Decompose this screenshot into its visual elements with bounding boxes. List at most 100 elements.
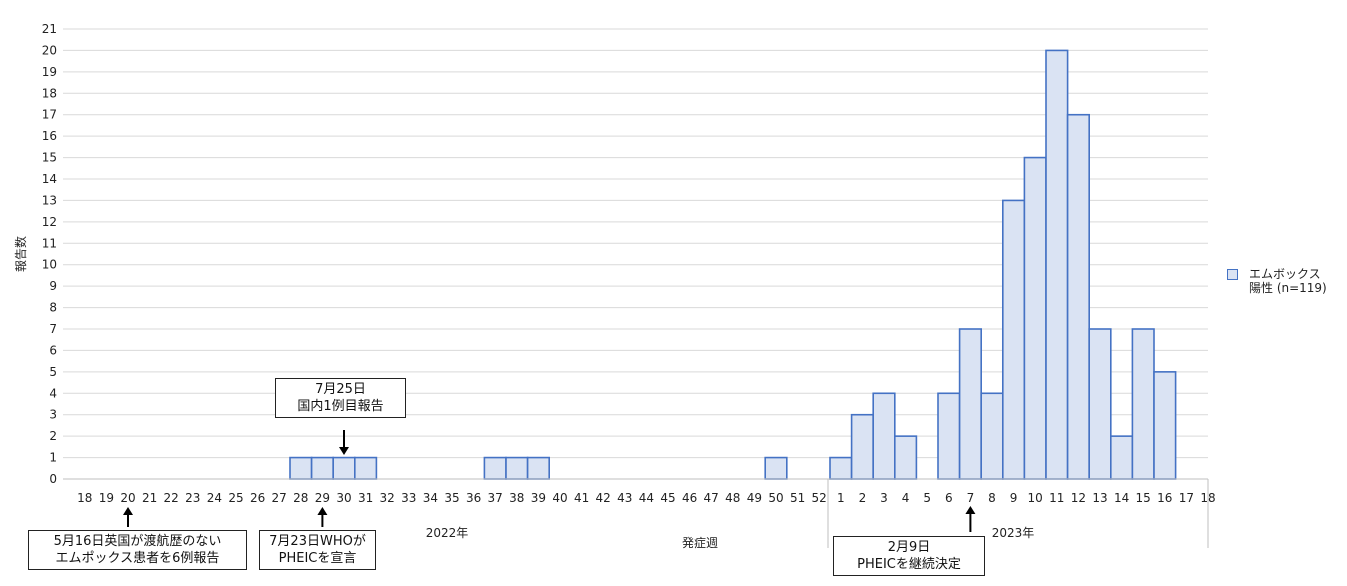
y-tick-label: 13 [42, 193, 57, 207]
annotation-line: 7月23日WHOが [269, 534, 366, 549]
y-tick-label: 5 [49, 365, 57, 379]
x-tick-label: 52 [812, 491, 827, 505]
y-tick-label: 1 [49, 451, 57, 465]
x-tick-label: 42 [596, 491, 611, 505]
x-tick-label: 24 [207, 491, 222, 505]
bar [1153, 371, 1177, 480]
bar [829, 456, 853, 480]
y-tick-label: 9 [49, 279, 57, 293]
x-tick-label: 17 [1179, 491, 1194, 505]
bar [764, 456, 788, 480]
year-label-2023: 2023年 [992, 526, 1035, 540]
x-tick-label: 44 [639, 491, 654, 505]
x-tick-label: 35 [444, 491, 459, 505]
x-tick-label: 32 [380, 491, 395, 505]
annotation-line: 7月25日 [315, 382, 366, 397]
x-tick-label: 3 [880, 491, 888, 505]
y-axis-label: 報告数 [13, 236, 28, 272]
x-tick-label: 22 [164, 491, 179, 505]
x-tick-label: 41 [574, 491, 589, 505]
legend-line: エムボックス [1249, 267, 1321, 281]
x-tick-label: 20 [120, 491, 135, 505]
y-tick-label: 3 [49, 408, 57, 422]
x-tick-label: 2 [859, 491, 867, 505]
y-tick-label: 12 [42, 215, 57, 229]
x-tick-label: 18 [1200, 491, 1215, 505]
bar [332, 456, 356, 480]
bar [872, 392, 896, 480]
x-tick-label: 49 [747, 491, 762, 505]
bar [937, 392, 961, 480]
bar [310, 456, 335, 480]
bar [289, 456, 313, 480]
x-tick-label: 6 [945, 491, 953, 505]
bar [1001, 199, 1026, 480]
x-tick-label: 38 [509, 491, 524, 505]
y-tick-label: 4 [49, 386, 57, 400]
bar-series [289, 49, 1177, 480]
x-tick-label: 48 [725, 491, 740, 505]
x-tick-labels: 18 19 20 21 22 23 24 25 26 27 28 29 30 31 32 33 34 35 36 37… [77, 491, 1215, 505]
x-tick-label: 34 [423, 491, 438, 505]
x-tick-label: 45 [660, 491, 675, 505]
y-tick-label: 16 [42, 129, 57, 143]
x-tick-label: 14 [1114, 491, 1129, 505]
x-tick-label: 5 [923, 491, 931, 505]
bar [850, 413, 874, 480]
annotation-line: エムポックス患者を6例報告 [55, 551, 220, 566]
x-tick-label: 15 [1136, 491, 1151, 505]
x-tick-label: 40 [552, 491, 567, 505]
x-tick-label: 16 [1157, 491, 1172, 505]
bar [1023, 156, 1047, 480]
x-tick-label: 23 [185, 491, 200, 505]
x-tick-label: 11 [1049, 491, 1064, 505]
annotation-line: PHEICを継続決定 [857, 557, 961, 572]
y-tick-label: 6 [49, 343, 57, 357]
x-tick-label: 21 [142, 491, 157, 505]
annotation-who-pheic: 7月23日WHOが PHEICを宣言 [259, 530, 376, 570]
x-axis-label: 発症週 [682, 535, 718, 550]
y-tick-label: 18 [42, 86, 57, 100]
bar [353, 456, 378, 480]
bar [1131, 328, 1155, 480]
x-tick-label: 9 [1010, 491, 1018, 505]
x-tick-label: 37 [488, 491, 503, 505]
annotation-arrows [123, 430, 976, 532]
axes [63, 478, 1209, 548]
bar [1088, 328, 1112, 480]
annotation-arrow-head [339, 447, 349, 455]
x-tick-label: 51 [790, 491, 805, 505]
bar [958, 328, 982, 480]
x-tick-label: 33 [401, 491, 416, 505]
annotation-arrow-head [123, 507, 133, 515]
y-tick-label: 8 [49, 301, 57, 315]
bar [1045, 49, 1069, 480]
y-tick-label: 21 [42, 22, 57, 36]
y-tick-label: 17 [42, 108, 57, 122]
x-tick-label: 30 [336, 491, 351, 505]
x-tick-label: 13 [1092, 491, 1107, 505]
x-tick-label: 1 [837, 491, 845, 505]
y-tick-label: 10 [42, 258, 57, 272]
x-tick-label: 12 [1071, 491, 1086, 505]
annotation-line: 5月16日英国が渡航歴のない [53, 534, 222, 549]
legend-label: エムボックス 陽性 (n=119) [1249, 267, 1327, 295]
x-tick-label: 25 [228, 491, 243, 505]
annotation-arrow-head [965, 506, 976, 514]
bar [1110, 435, 1134, 480]
x-tick-label: 31 [358, 491, 373, 505]
year-label-2022: 2022年 [426, 526, 469, 540]
x-tick-label: 19 [99, 491, 114, 505]
x-tick-label: 28 [293, 491, 308, 505]
annotation-line: 2月9日 [887, 540, 931, 555]
legend-swatch [1227, 269, 1238, 280]
x-tick-label: 47 [704, 491, 719, 505]
annotation-uk-report: 5月16日英国が渡航歴のない エムポックス患者を6例報告 [28, 530, 247, 570]
y-tick-label: 2 [49, 429, 57, 443]
x-tick-label: 27 [272, 491, 287, 505]
annotation-pheic-continued: 2月9日 PHEICを継続決定 [833, 536, 985, 576]
x-tick-label: 46 [682, 491, 697, 505]
x-tick-label: 10 [1028, 491, 1043, 505]
